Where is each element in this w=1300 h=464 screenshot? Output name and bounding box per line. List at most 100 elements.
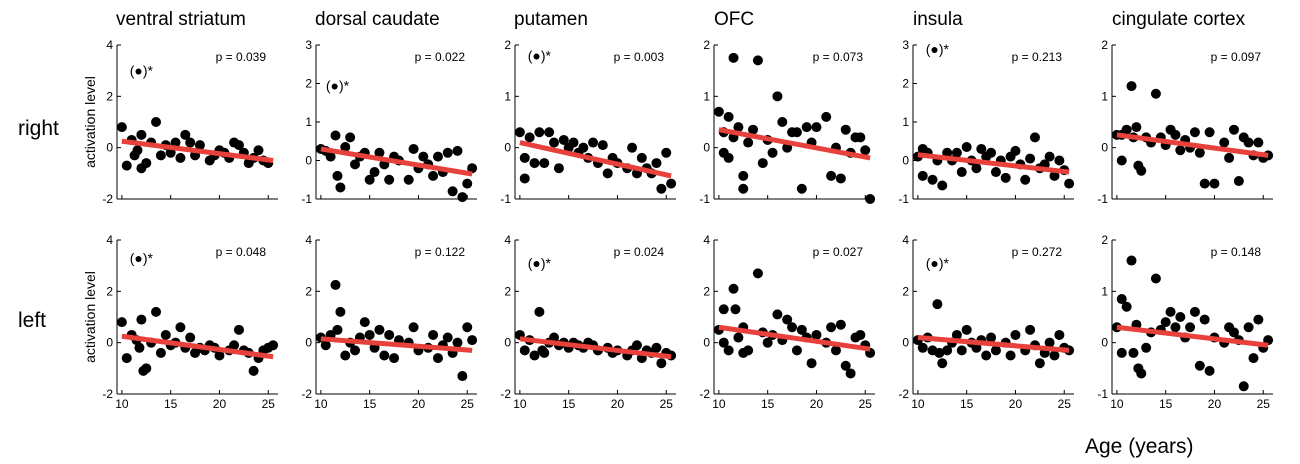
panel-right-insula-point (956, 167, 967, 178)
panel-left-putamen-fit-line (519, 336, 672, 360)
panel-left-ventral-striatum-ytick-label: 2 (106, 284, 113, 298)
panel-left-insula-ytick-label: -2 (898, 387, 909, 401)
panel-right-insula-ytick-label: 3 (902, 38, 909, 52)
panel-right-dorsal-caudate-point (330, 130, 341, 141)
panel-right-cingulate-cortex-p-value: p = 0.097 (1211, 50, 1262, 64)
panel-left-ventral-striatum-point (185, 332, 196, 343)
panel-left-ofc-xtick-label: 20 (810, 397, 824, 411)
panel-right-dorsal-caudate: -1 0 1 2 3 p = 0.022 (●)* (301, 38, 478, 206)
panel-left-putamen-point (519, 345, 530, 356)
panel-right-insula-point (1064, 178, 1075, 189)
panel-left-cingulate-cortex-xtick-label: 25 (1257, 397, 1271, 411)
panel-right-dorsal-caudate-point (432, 151, 443, 162)
panel-right-dorsal-caudate-point (408, 143, 419, 154)
panel-left-insula-outlier-marker: (●)* (926, 255, 950, 271)
row-label-right: right (18, 117, 59, 140)
panel-left-putamen-xtick-label: 10 (513, 397, 527, 411)
panel-left-cingulate-cortex-xtick-label: 20 (1208, 397, 1222, 411)
panel-right-putamen-point (597, 140, 608, 151)
panel-left-ventral-striatum-point (160, 329, 171, 340)
panel-right-ventral-striatum-point (116, 122, 127, 133)
panel-right-ofc-point (777, 117, 788, 127)
panel-right-ventral-striatum-outlier-marker: (●)* (130, 63, 154, 79)
panel-left-dorsal-caudate-point (428, 329, 439, 340)
panel-right-ofc-point (860, 145, 871, 156)
column-title-insula: insula (913, 9, 963, 30)
panel-left-cingulate-cortex-point (1248, 353, 1259, 364)
panel-left-cingulate-cortex-point (1136, 368, 1147, 379)
panel-left-insula: -2 0 2 4 10 15 20 25 p = 0.272 (●)* (898, 233, 1075, 411)
panel-right-cingulate-cortex-point (1136, 165, 1147, 176)
panel-left-ventral-striatum-point (248, 365, 259, 376)
panel-left-ofc-point (730, 304, 741, 315)
column-title-ventral-striatum: ventral striatum (116, 9, 246, 30)
panel-right-ventral-striatum-point (121, 160, 132, 171)
panel-right-putamen-point (558, 134, 569, 145)
panel-right-dorsal-caudate-point (442, 147, 453, 158)
panel-left-cingulate-cortex-ytick-label: 0 (1101, 336, 1108, 350)
panel-left-ventral-striatum-point (229, 340, 240, 351)
panel-right-insula-ytick-label: 2 (902, 77, 909, 91)
panel-left-insula-point (971, 342, 982, 353)
panel-left-dorsal-caudate-point (330, 279, 341, 290)
panel-right-putamen-point (656, 183, 667, 194)
panel-right-dorsal-caudate-p-value: p = 0.022 (415, 50, 466, 64)
panel-left-putamen-ytick-label: 4 (504, 233, 511, 247)
panel-left-cingulate-cortex-point (1160, 317, 1171, 328)
panel-left-ofc-point (855, 329, 866, 340)
panel-left-ofc-point (811, 329, 822, 340)
panel-right-dorsal-caudate-ytick-label: 0 (305, 154, 312, 168)
panel-right-ofc-point (748, 124, 759, 135)
column-title-putamen: putamen (514, 9, 588, 30)
panel-left-ventral-striatum-y-axis-label: activation level (82, 271, 98, 363)
panel-left-insula-point (1025, 324, 1036, 335)
column-title-dorsal-caudate: dorsal caudate (315, 9, 440, 30)
panel-right-putamen-point (524, 132, 535, 143)
panel-right-ventral-striatum-point (151, 117, 162, 127)
panel-left-dorsal-caudate-point (350, 345, 361, 356)
panel-left-ofc-xtick-label: 10 (712, 397, 726, 411)
panel-right-putamen-point (568, 137, 579, 148)
panel-left-putamen-point (529, 350, 540, 361)
panel-left-putamen: -2 0 2 4 10 15 20 25 p = 0.024 (●)* (500, 233, 677, 411)
panel-left-insula-fit-line (917, 335, 1070, 353)
row-label-left: left (18, 309, 46, 332)
panel-right-dorsal-caudate-point (364, 174, 375, 185)
panel-right-ventral-striatum-p-value: p = 0.039 (216, 50, 267, 64)
panel-right-dorsal-caudate-point (467, 163, 478, 174)
panel-left-ofc-p-value: p = 0.027 (813, 245, 864, 259)
panel-left-dorsal-caudate-point (374, 324, 385, 335)
panel-left-insula-point (961, 324, 972, 335)
panel-right-insula-point (961, 142, 972, 153)
panel-right-ofc-fit-line (718, 127, 871, 161)
panel-right-dorsal-caudate-fit-line (320, 146, 473, 177)
panel-left-dorsal-caudate-ytick-label: -2 (301, 387, 312, 401)
panel-left-ventral-striatum-point (134, 342, 145, 353)
panel-right-insula-point (990, 167, 1001, 178)
panel-right-dorsal-caudate-point (462, 178, 473, 189)
panel-right-cingulate-cortex-ytick-label: -1 (1097, 192, 1108, 206)
panel-right-dorsal-caudate-point (335, 182, 346, 193)
panel-left-ofc-point (718, 304, 729, 315)
panel-left-dorsal-caudate-point (320, 340, 331, 351)
panel-left-ofc-point (752, 268, 763, 279)
panel-right-ventral-striatum-y-axis-label: activation level (82, 76, 98, 168)
panel-left-cingulate-cortex-point (1116, 347, 1127, 358)
panel-left-putamen-point (539, 347, 550, 358)
panel-right-ventral-striatum-point (253, 145, 264, 156)
panel-right-cingulate-cortex-ytick-label: 1 (1101, 89, 1108, 103)
panel-left-dorsal-caudate-point (462, 322, 473, 333)
panel-right-putamen-point (514, 127, 525, 138)
panel-left-insula-point (1044, 337, 1055, 348)
panel-left-insula-point (942, 345, 953, 356)
panel-right-cingulate-cortex-point (1175, 145, 1186, 156)
panel-right-insula-ytick-label: 0 (902, 154, 909, 168)
panel-right-ofc-p-value: p = 0.073 (813, 50, 864, 64)
panel-right-cingulate-cortex-ytick-label: 0 (1101, 141, 1108, 155)
panel-left-dorsal-caudate-point (379, 350, 390, 361)
panel-right-putamen-ytick-label: 1 (504, 89, 511, 103)
panel-left-ventral-striatum-xtick-label: 10 (115, 397, 129, 411)
panel-right-ventral-striatum-point (155, 150, 166, 161)
panel-right-dorsal-caudate-point (452, 145, 463, 156)
panel-right-insula-point (951, 147, 962, 158)
